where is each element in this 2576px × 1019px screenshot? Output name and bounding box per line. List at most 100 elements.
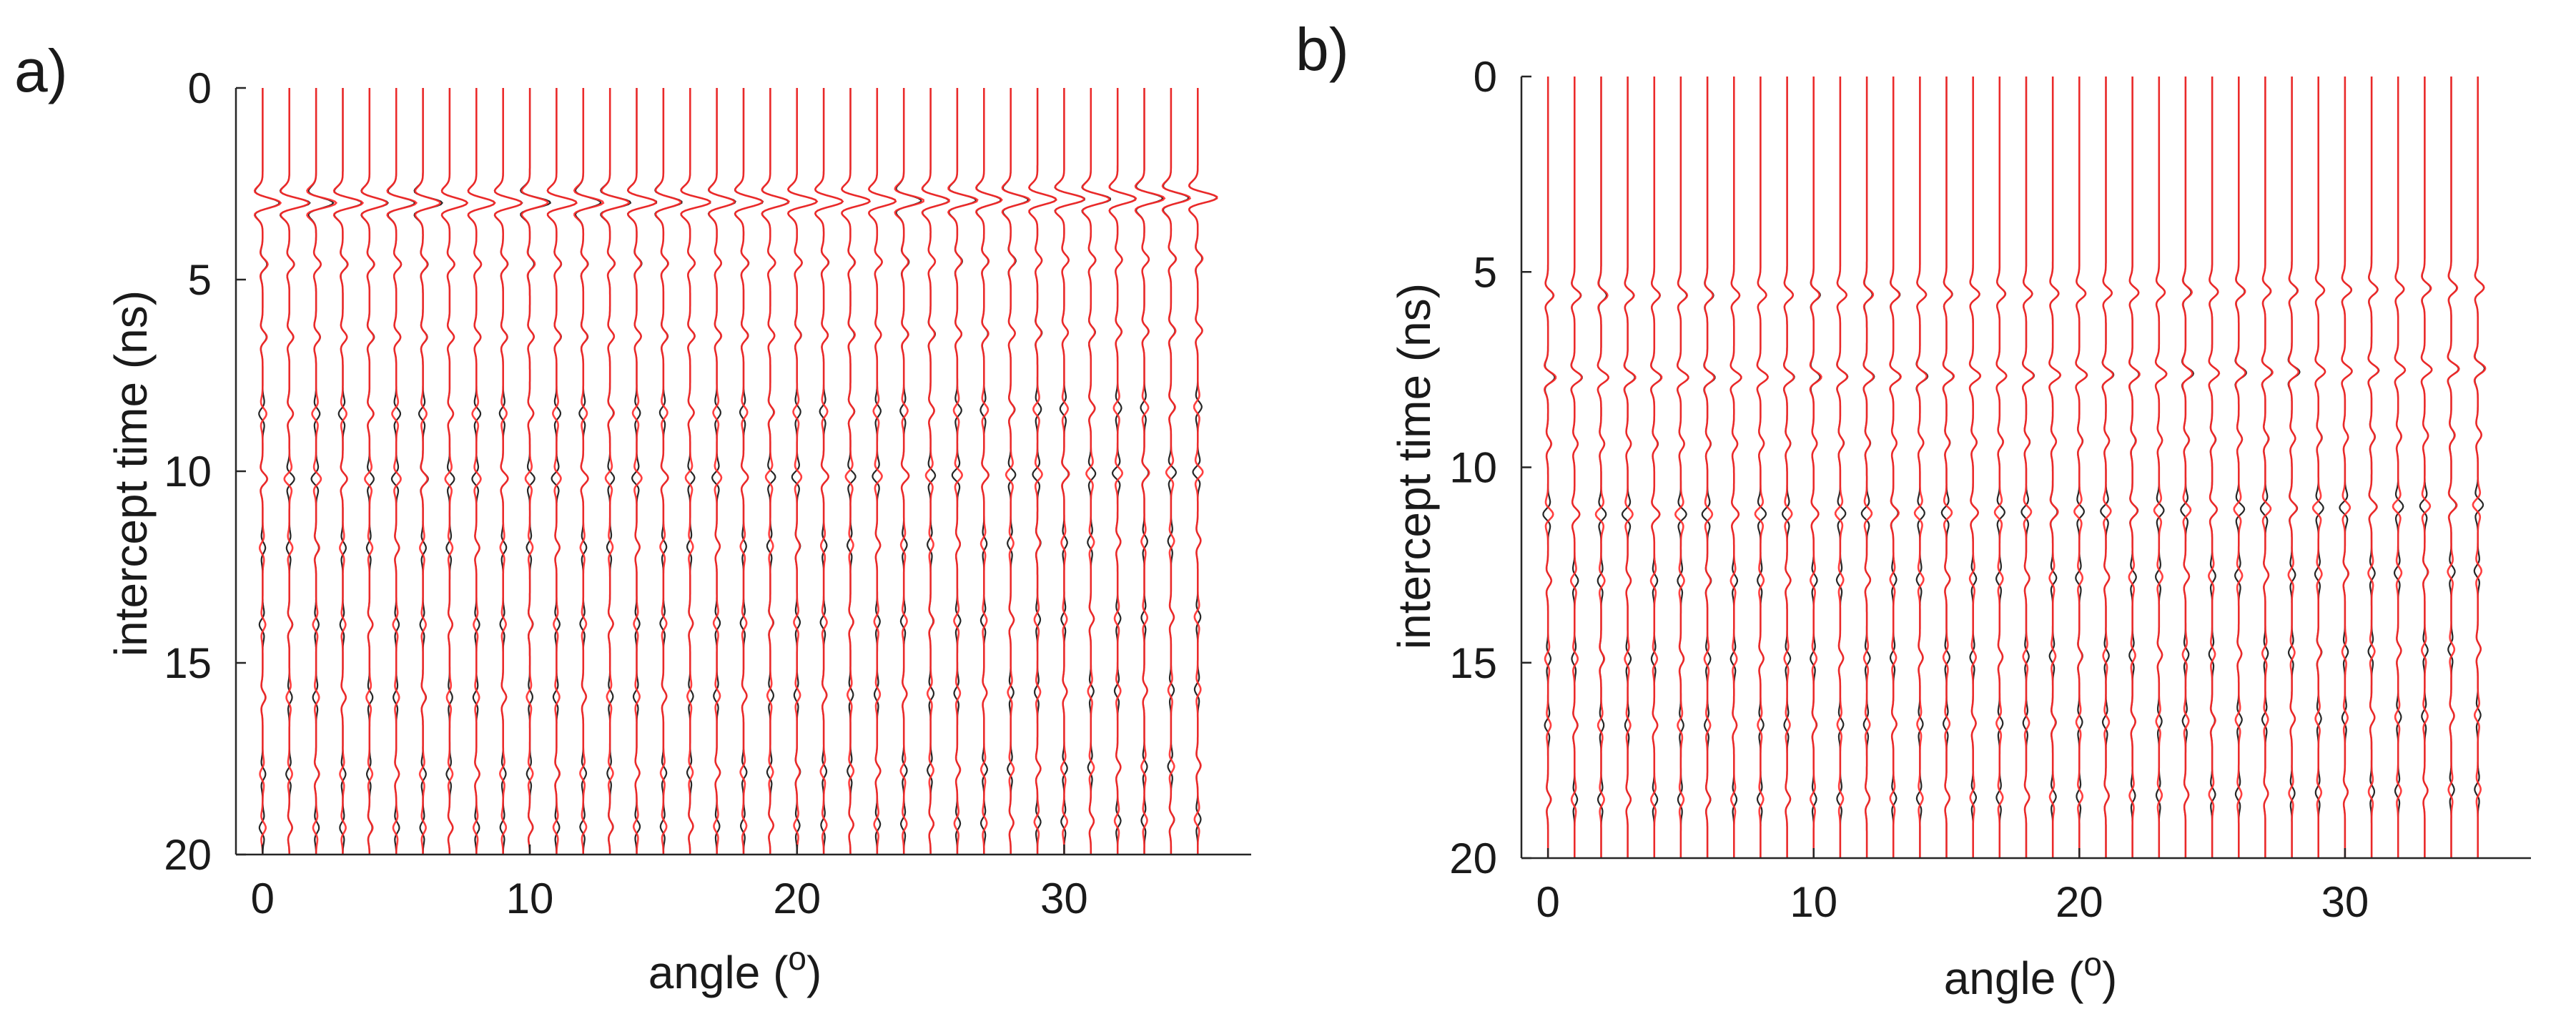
panel-a-y-tick-label-5: 5 <box>188 256 212 304</box>
panel-a-trace-observed-19 <box>761 88 789 855</box>
panel-b-x-axis-label: angle (o) <box>1944 945 2118 1004</box>
panel-b-trace-observed-11 <box>1835 77 1849 858</box>
panel-b-x-tick-label-0: 0 <box>1536 878 1559 926</box>
panel-a-trace-observed-18 <box>734 88 764 855</box>
panel-b-trace-observed-23 <box>2154 77 2168 858</box>
panel-b-y-tick-label-20: 20 <box>1449 835 1497 882</box>
panel-b-trace-modeled-22 <box>2128 77 2141 858</box>
panel-a-trace-modeled-29 <box>1027 88 1057 855</box>
panel-b-trace-modeled-9 <box>1782 77 1795 858</box>
panel-a-trace-modeled-28 <box>1001 88 1031 855</box>
panel-b-trace-modeled-12 <box>1862 77 1875 858</box>
panel-b-trace-observed-19 <box>2048 77 2061 858</box>
panel-b-x-axis-label-text: angle ( <box>1944 952 2084 1004</box>
panel-b-trace-observed-27 <box>2259 77 2273 858</box>
panel-b-x-axis-label-close: ) <box>2102 952 2117 1004</box>
panel-b-trace-modeled-24 <box>2181 77 2193 858</box>
panel-b-trace-observed-20 <box>2075 77 2088 858</box>
panel-b-trace-observed-6 <box>1701 77 1716 858</box>
panel-b-trace-observed-22 <box>2128 77 2140 858</box>
panel-a-trace-observed-7 <box>440 88 468 855</box>
panel-b-y-tick-label-15: 15 <box>1449 639 1497 687</box>
panel-a-trace-observed-20 <box>787 88 818 855</box>
panel-b-y-tick-label-0: 0 <box>1474 53 1497 101</box>
panel-b-trace-modeled-16 <box>1968 77 1982 858</box>
panel-b-trace-observed-18 <box>2020 77 2035 858</box>
panel-a-x-axis-label-close: ) <box>806 947 821 998</box>
panel-b-trace-observed-9 <box>1781 77 1795 858</box>
panel-b-trace-modeled-26 <box>2233 77 2246 858</box>
panel-b-trace-observed-28 <box>2287 77 2301 858</box>
panel-b-trace-modeled-33 <box>2420 77 2433 858</box>
panel-a-trace-observed-30 <box>1054 88 1085 855</box>
panel-a-trace-observed-17 <box>707 88 736 855</box>
panel-b-trace-observed-31 <box>2367 77 2380 858</box>
panel-a-trace-observed-2 <box>307 88 335 855</box>
panel-a-trace-modeled-33 <box>1134 88 1166 855</box>
panel-b-trace-observed-33 <box>2419 77 2433 858</box>
panel-a-trace-modeled-12 <box>573 88 605 855</box>
panel-a-trace-observed-24 <box>895 88 922 855</box>
panel-b-trace-modeled-27 <box>2261 77 2274 858</box>
panel-b-x-tick-label-10: 10 <box>1790 878 1837 926</box>
panel-a-trace-observed-10 <box>519 88 552 855</box>
panel-a-y-axis-label: intercept time (ns) <box>105 290 157 656</box>
panel-b-trace-modeled-34 <box>2447 77 2460 858</box>
panel-b-trace-observed-14 <box>1915 77 1929 858</box>
panel-b-axes: 0 5 10 15 20 0 10 20 30 <box>1449 53 2531 926</box>
panel-a-trace-modeled-6 <box>414 88 442 855</box>
panel-a-trace-modeled-35 <box>1188 88 1218 855</box>
panel-a-trace-modeled-14 <box>627 88 657 855</box>
panel-b-trace-modeled-11 <box>1834 77 1848 858</box>
panel-a-trace-modeled-19 <box>761 88 790 855</box>
panel-b: b) 0 5 10 15 20 0 10 20 30 intercept time (ns) a… <box>1296 16 2531 1004</box>
panel-b-label: b) <box>1296 16 1349 83</box>
panel-a: a) 0 5 10 15 20 0 10 20 30 intercept time (ns) a… <box>14 37 1251 998</box>
panel-a-trace-modeled-25 <box>921 88 950 855</box>
panel-b-x-tick-label-30: 30 <box>2321 878 2369 926</box>
panel-b-x-axis-label-degree: o <box>2083 945 2102 983</box>
panel-b-trace-modeled-0 <box>1543 77 1557 858</box>
panel-a-x-axis-label: angle (o) <box>648 940 822 998</box>
panel-a-y-tick-label-15: 15 <box>164 639 212 687</box>
panel-a-trace-modeled-0 <box>253 88 282 855</box>
panel-a-x-axis-label-degree: o <box>788 940 806 977</box>
panel-a-trace-observed-12 <box>574 88 602 855</box>
panel-b-trace-modeled-25 <box>2208 77 2221 858</box>
panel-b-trace-modeled-7 <box>1729 77 1742 858</box>
panel-a-trace-observed-0 <box>254 88 281 855</box>
panel-a-axes: 0 5 10 15 20 0 10 20 30 <box>164 64 1251 922</box>
panel-a-trace-modeled-22 <box>840 88 872 855</box>
panel-b-trace-modeled-4 <box>1649 77 1663 858</box>
panel-b-trace-modeled-13 <box>1889 77 1903 858</box>
panel-b-trace-observed-15 <box>1940 77 1955 858</box>
panel-a-trace-modeled-9 <box>493 88 523 855</box>
panel-b-trace-modeled-35 <box>2472 77 2487 858</box>
panel-a-x-tick-label-30: 30 <box>1040 875 1088 922</box>
panel-a-trace-modeled-20 <box>786 88 819 855</box>
panel-b-trace-observed-29 <box>2314 77 2326 858</box>
panel-a-x-tick-label-0: 0 <box>251 875 275 922</box>
panel-b-trace-modeled-18 <box>2021 77 2035 858</box>
panel-a-traces <box>253 88 1218 855</box>
panel-b-trace-observed-34 <box>2447 77 2459 858</box>
panel-b-trace-observed-16 <box>1969 77 1981 858</box>
panel-b-y-tick-label-10: 10 <box>1449 444 1497 492</box>
panel-b-trace-modeled-14 <box>1913 77 1928 858</box>
panel-b-y-axis-label: intercept time (ns) <box>1388 283 1440 649</box>
panel-b-trace-modeled-21 <box>2101 77 2114 858</box>
panel-a-trace-observed-3 <box>333 88 363 855</box>
panel-b-trace-modeled-8 <box>1754 77 1770 858</box>
panel-a-label: a) <box>14 37 68 104</box>
panel-a-trace-modeled-1 <box>280 88 310 855</box>
panel-a-trace-modeled-13 <box>600 88 631 855</box>
panel-b-trace-modeled-19 <box>2048 77 2062 858</box>
panel-a-trace-modeled-34 <box>1161 88 1192 855</box>
panel-b-trace-modeled-31 <box>2367 77 2380 858</box>
panel-a-trace-modeled-26 <box>947 88 979 855</box>
panel-b-trace-modeled-3 <box>1623 77 1637 858</box>
panel-b-trace-modeled-2 <box>1594 77 1609 858</box>
panel-a-trace-modeled-18 <box>734 88 764 855</box>
panel-b-trace-observed-24 <box>2180 77 2195 858</box>
panel-a-trace-observed-4 <box>360 88 389 855</box>
